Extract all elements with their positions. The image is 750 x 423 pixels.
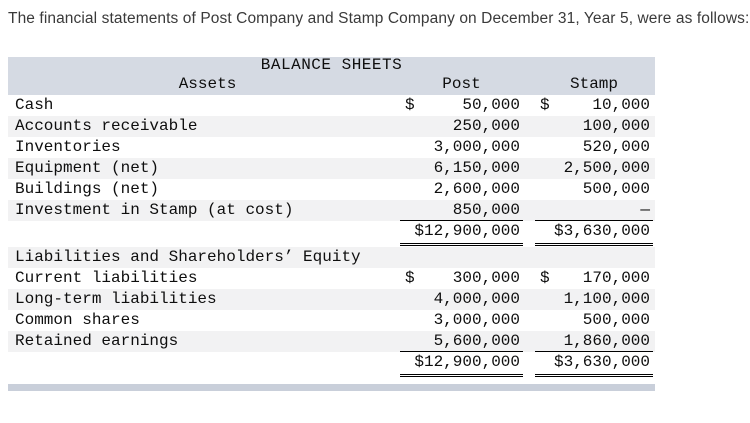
post-amount-cell: $ 300,000 [400,268,523,289]
stamp-amount-cell: 500,000 [535,310,653,331]
stamp-amount-cell: 1,860,000 [535,331,653,352]
amount-value: 300,000 [452,269,520,287]
table-row-investment-in-stamp: Investment in Stamp (at cost) 850,000 — [8,200,655,221]
post-amount-cell: 3,000,000 [400,310,523,331]
column-header-row: Assets Post Stamp [8,74,655,95]
row-label: Current liabilities [15,269,198,287]
liabilities-section-header-row: Liabilities and Shareholders’ Equity [8,247,655,268]
total-value: $12,900,000 [414,353,520,371]
row-label: Investment in Stamp (at cost) [15,201,294,219]
table-row-inventories: Inventories 3,000,000 520,000 [8,137,655,158]
dollar-sign: $ [405,269,415,287]
row-label: Inventories [15,138,121,156]
stamp-total-cell: $3,630,000 [535,221,653,246]
amount-value: 2,600,000 [433,180,520,198]
assets-total-row: $12,900,000 $3,630,000 [8,221,655,247]
stamp-total-cell: $3,630,000 [535,352,653,377]
table-row-retained-earnings: Retained earnings 5,600,000 1,860,000 [8,331,655,352]
post-amount-cell: 2,600,000 [400,179,523,200]
dollar-sign: $ [540,269,550,287]
amount-value: 1,100,000 [563,290,650,308]
amount-value: 1,860,000 [563,332,650,350]
total-value: $3,630,000 [553,222,650,240]
amount-value: 500,000 [582,180,650,198]
amount-value: 500,000 [582,311,650,329]
post-amount-cell: 250,000 [400,116,523,137]
amount-value: 50,000 [462,96,520,114]
table-row-equipment: Equipment (net) 6,150,000 2,500,000 [8,158,655,179]
post-amount-cell: 850,000 [400,200,523,221]
post-amount-cell: $ 50,000 [400,95,523,116]
amount-value: 2,500,000 [563,159,650,177]
table-header-band: BALANCE SHEETS Assets Post Stamp [8,57,655,95]
stamp-amount-cell: $ 170,000 [535,268,653,289]
amount-value: 5,600,000 [433,332,520,350]
row-label: Common shares [15,311,140,329]
total-value: $12,900,000 [414,222,520,240]
post-amount-cell: 6,150,000 [400,158,523,179]
amount-value: 6,150,000 [433,159,520,177]
intro-text: The financial statements of Post Company… [8,10,750,27]
post-amount-cell: 4,000,000 [400,289,523,310]
amount-value: — [640,201,650,219]
amount-value: 3,000,000 [433,311,520,329]
table-row-buildings: Buildings (net) 2,600,000 500,000 [8,179,655,200]
stamp-amount-cell: — [535,200,653,221]
table-row-long-term-liabilities: Long-term liabilities 4,000,000 1,100,00… [8,289,655,310]
amount-value: 3,000,000 [433,138,520,156]
amount-value: 100,000 [582,117,650,135]
stamp-amount-cell: 520,000 [535,137,653,158]
balance-sheet-table: BALANCE SHEETS Assets Post Stamp Cash $ … [8,57,655,391]
table-row-common-shares: Common shares 3,000,000 500,000 [8,310,655,331]
stamp-amount-cell: $ 10,000 [535,95,653,116]
stamp-amount-cell: 100,000 [535,116,653,137]
row-label: Cash [15,96,54,114]
dollar-sign: $ [405,96,415,114]
post-amount-cell: 5,600,000 [400,331,523,352]
row-label: Accounts receivable [15,117,198,135]
table-row-accounts-receivable: Accounts receivable 250,000 100,000 [8,116,655,137]
row-label: Retained earnings [15,332,179,350]
table-bottom-bar [8,384,655,391]
stamp-amount-cell: 2,500,000 [535,158,653,179]
table-row-cash: Cash $ 50,000 $ 10,000 [8,95,655,116]
stamp-amount-cell: 500,000 [535,179,653,200]
row-label: Long-term liabilities [15,290,217,308]
liabilities-total-row: $12,900,000 $3,630,000 [8,352,655,378]
column-header-stamp: Stamp [569,75,618,93]
amount-value: 250,000 [452,117,520,135]
amount-value: 520,000 [582,138,650,156]
amount-value: 850,000 [452,201,520,219]
post-total-cell: $12,900,000 [400,352,523,377]
amount-value: 10,000 [592,96,650,114]
liabilities-section-header: Liabilities and Shareholders’ Equity [15,248,361,266]
total-value: $3,630,000 [553,353,650,371]
dollar-sign: $ [540,96,550,114]
post-amount-cell: 3,000,000 [400,137,523,158]
table-title: BALANCE SHEETS [260,56,403,74]
column-gap [523,74,535,95]
amount-value: 4,000,000 [433,290,520,308]
post-total-cell: $12,900,000 [400,221,523,246]
amount-value: 170,000 [582,269,650,287]
assets-section-header: Assets [178,75,237,93]
table-row-current-liabilities: Current liabilities $ 300,000 $ 170,000 [8,268,655,289]
row-label: Equipment (net) [15,159,160,177]
stamp-amount-cell: 1,100,000 [535,289,653,310]
column-header-post: Post [442,75,481,93]
row-label: Buildings (net) [15,180,160,198]
